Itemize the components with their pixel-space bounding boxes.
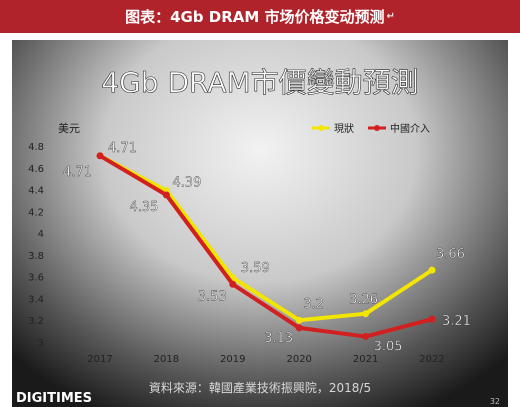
legend-marker — [318, 125, 324, 131]
data-label: 3.66 — [436, 247, 465, 262]
return-mark: ↵ — [386, 11, 395, 22]
y-tick-label: 4.6 — [28, 164, 44, 175]
x-tick-label: 2020 — [286, 354, 311, 365]
x-tick-label: 2021 — [353, 354, 378, 365]
y-tick-label: 3.8 — [28, 251, 44, 262]
legend: 現狀 中國介入 — [312, 122, 430, 135]
data-label: 3.2 — [303, 297, 324, 312]
data-label: 3.21 — [442, 314, 471, 329]
y-tick-label: 3.4 — [28, 294, 44, 305]
data-point — [295, 316, 303, 324]
data-label: 3.53 — [198, 289, 227, 304]
data-point — [428, 266, 436, 274]
y-tick-label: 4.4 — [28, 186, 44, 197]
x-tick-label: 2019 — [220, 354, 245, 365]
data-label: 3.26 — [349, 293, 378, 308]
y-tick-label: 3.2 — [28, 316, 44, 327]
data-label: 4.35 — [129, 200, 158, 215]
legend-label: 現狀 — [334, 122, 354, 135]
figure-caption: 图表：4Gb DRAM 市场价格变动预测 ↵ — [0, 0, 520, 33]
data-point — [96, 152, 104, 160]
data-label: 3.13 — [264, 331, 293, 346]
data-label-layer: 4.71 4.39 3.59 3.2 3.26 3.66 4.71 4.35 3.53 3.13 3… — [63, 141, 471, 355]
legend-marker — [374, 125, 380, 131]
data-point — [229, 280, 237, 288]
legend-label: 中國介入 — [390, 122, 430, 135]
data-point — [295, 324, 303, 332]
y-axis-unit-label: 美元 — [58, 122, 80, 135]
x-tick-label: 2022 — [419, 354, 444, 365]
digitimes-logo: DIGITIMES — [16, 391, 92, 406]
axis-layer: 4.8 4.6 4.4 4.2 4 3.8 3.6 3.4 3.2 3 2017 2018 2019 20… — [28, 142, 445, 365]
source-note: 資料來源：韓國產業技術振興院，2018/5 — [149, 380, 371, 395]
caption-text: 图表：4Gb DRAM 市场价格变动预测 — [125, 8, 385, 26]
data-point — [362, 333, 370, 341]
y-tick-label: 3 — [38, 338, 44, 349]
chart-title: 4Gb DRAM市價變動預測 — [101, 66, 418, 99]
data-label: 3.59 — [241, 261, 270, 276]
data-label: 4.71 — [63, 165, 92, 180]
y-tick-label: 4 — [38, 229, 44, 240]
y-tick-label: 4.2 — [28, 207, 44, 218]
series-line-current — [98, 153, 434, 323]
data-point — [428, 315, 436, 323]
page-number: 32 — [490, 397, 500, 406]
series-line-china-intervention — [98, 153, 434, 339]
x-tick-label: 2018 — [154, 354, 179, 365]
data-point — [162, 191, 170, 199]
data-label: 4.71 — [108, 141, 137, 156]
chart-slide: 4Gb DRAM市價變動預測 美元 4.8 4.6 4.4 4.2 4 3.8 3.6 3.4… — [12, 40, 508, 407]
y-tick-label: 3.6 — [28, 273, 44, 284]
data-label: 4.39 — [172, 176, 201, 191]
series-layer — [96, 152, 436, 341]
data-point — [362, 310, 370, 318]
data-label: 3.05 — [374, 340, 403, 355]
line-chart: 4Gb DRAM市價變動預測 美元 4.8 4.6 4.4 4.2 4 3.8 3.6 3.4… — [16, 66, 500, 406]
y-tick-label: 4.8 — [28, 142, 44, 153]
x-tick-label: 2017 — [87, 354, 112, 365]
